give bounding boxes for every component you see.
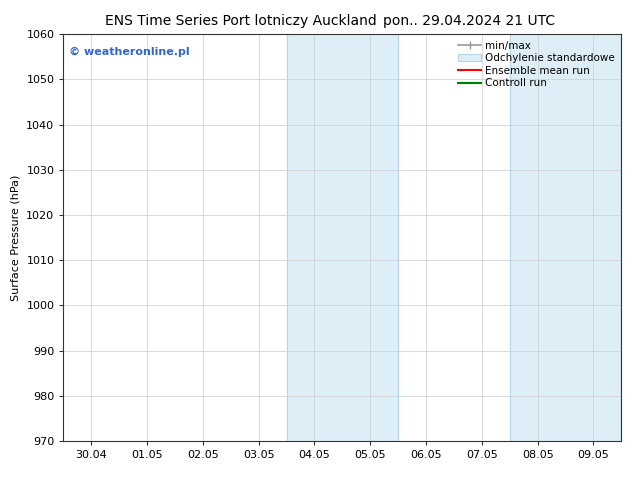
Bar: [287, 34, 398, 441]
Bar: [510, 34, 621, 441]
Text: ENS Time Series Port lotniczy Auckland: ENS Time Series Port lotniczy Auckland: [105, 14, 377, 28]
Text: © weatheronline.pl: © weatheronline.pl: [69, 47, 190, 56]
Y-axis label: Surface Pressure (hPa): Surface Pressure (hPa): [11, 174, 21, 301]
Text: pon.. 29.04.2024 21 UTC: pon.. 29.04.2024 21 UTC: [383, 14, 555, 28]
Legend: min/max, Odchylenie standardowe, Ensemble mean run, Controll run: min/max, Odchylenie standardowe, Ensembl…: [454, 36, 619, 93]
